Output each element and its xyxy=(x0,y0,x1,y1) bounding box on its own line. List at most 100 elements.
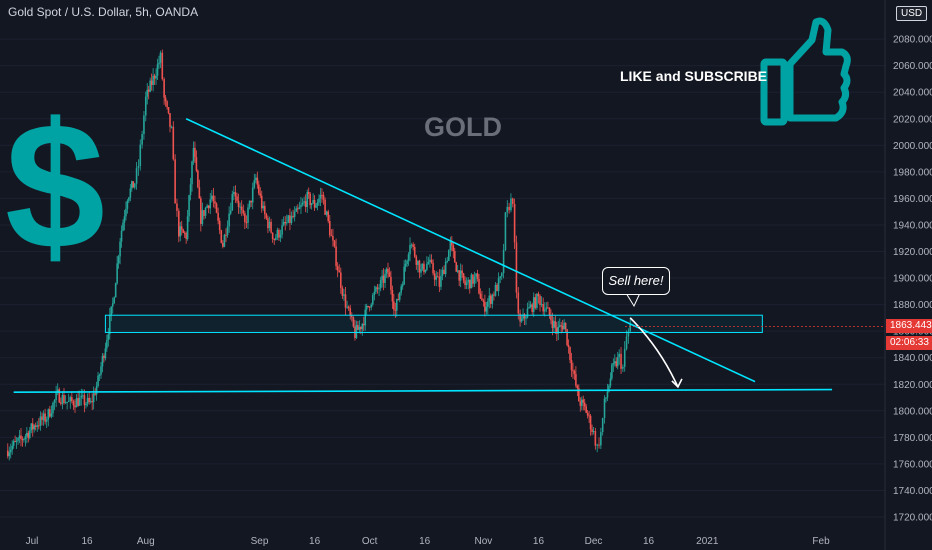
candle-body xyxy=(612,363,615,365)
candle-body xyxy=(103,355,105,359)
candle-body xyxy=(91,401,93,403)
candle-body xyxy=(600,432,602,446)
candle-body xyxy=(186,216,189,239)
candle-body xyxy=(570,360,573,371)
candle-body xyxy=(55,392,57,401)
candle-body xyxy=(163,79,165,98)
candle-body xyxy=(174,159,176,204)
y-tick-label: 1820.000 xyxy=(893,380,932,391)
candle-body xyxy=(534,297,537,308)
candle-body xyxy=(429,259,431,262)
candle-body xyxy=(468,279,471,289)
candle-body xyxy=(88,397,90,402)
candle-body xyxy=(421,263,424,269)
candle-body xyxy=(609,378,612,386)
candle-body xyxy=(83,395,86,406)
y-tick-label: 1920.000 xyxy=(893,247,932,258)
candle-body xyxy=(338,270,341,273)
candle-body xyxy=(615,361,618,367)
candle-body xyxy=(494,284,497,296)
candle-body xyxy=(456,270,459,272)
candle-body xyxy=(381,275,383,281)
candle-body xyxy=(255,177,257,181)
candle-body xyxy=(209,199,212,209)
candle-body xyxy=(532,297,535,312)
sell-here-callout: Sell here! xyxy=(602,267,670,295)
candle-body xyxy=(297,208,299,210)
candle-body xyxy=(248,200,251,208)
candle-body xyxy=(332,236,334,241)
candle-body xyxy=(582,399,585,403)
candle-body xyxy=(11,445,13,450)
candle-body xyxy=(201,210,204,224)
candle-body xyxy=(598,444,600,446)
candle-body xyxy=(476,273,479,279)
candle-body xyxy=(149,80,151,92)
candle-body xyxy=(39,416,42,426)
candle-body xyxy=(86,397,89,404)
candle-body xyxy=(295,208,298,212)
candle-body xyxy=(94,393,96,395)
candle-body xyxy=(80,395,83,398)
candle-body xyxy=(26,432,28,437)
candle-body xyxy=(387,268,389,273)
candle-body xyxy=(21,438,24,441)
candle-body xyxy=(166,101,168,108)
candle-body xyxy=(423,263,425,273)
candle-body xyxy=(106,339,108,349)
candle-body xyxy=(540,304,543,306)
chart-grid xyxy=(0,38,885,518)
candle-body xyxy=(231,194,234,211)
candle-body xyxy=(545,307,548,310)
candle-body xyxy=(563,322,565,330)
candle-body xyxy=(293,211,296,217)
x-tick-label: 16 xyxy=(533,536,545,547)
candle-body xyxy=(298,207,301,209)
candle-body xyxy=(306,192,309,208)
candle-body xyxy=(159,52,162,63)
candle-body xyxy=(484,301,486,312)
candle-body xyxy=(443,269,445,275)
candle-body xyxy=(125,208,127,217)
candle-body xyxy=(67,401,70,403)
candle-body xyxy=(36,425,39,427)
dollar-sign-icon: $ xyxy=(5,86,105,287)
candle-body xyxy=(137,166,140,169)
candle-body xyxy=(373,291,376,295)
candle-body xyxy=(104,348,107,359)
candle-body xyxy=(573,370,576,374)
candle-body xyxy=(237,200,240,207)
candle-body xyxy=(82,395,84,397)
candle-body xyxy=(376,287,379,289)
candle-body xyxy=(605,397,607,399)
candle-body xyxy=(554,321,557,328)
candle-body xyxy=(18,435,21,439)
candle-body xyxy=(461,270,463,274)
time-axis: Jul 16 Aug Sep 16 Oct 16 Nov 16 Dec 16 2021 Feb xyxy=(26,536,831,547)
candle-body xyxy=(526,308,529,318)
candle-body xyxy=(270,221,272,233)
candle-body xyxy=(435,276,438,280)
candle-body xyxy=(234,192,237,197)
candle-body xyxy=(75,398,78,408)
candle-body xyxy=(50,413,53,417)
candle-body xyxy=(347,306,350,309)
candle-body xyxy=(370,304,373,308)
candle-body xyxy=(622,366,624,369)
candle-body xyxy=(113,297,116,304)
candle-body xyxy=(47,409,50,420)
currency-button[interactable]: USD xyxy=(896,6,928,21)
candle-body xyxy=(313,199,316,208)
y-tick-label: 1880.000 xyxy=(893,300,932,311)
candle-body xyxy=(242,210,245,214)
candle-body xyxy=(273,239,276,241)
candle-body xyxy=(551,320,554,329)
candle-body xyxy=(379,280,382,289)
candle-body xyxy=(603,398,606,418)
candle-body xyxy=(594,431,597,446)
candle-body xyxy=(169,113,171,127)
candle-body xyxy=(611,364,613,379)
candle-body xyxy=(508,206,510,211)
thumbs-up-icon[interactable] xyxy=(760,17,851,126)
